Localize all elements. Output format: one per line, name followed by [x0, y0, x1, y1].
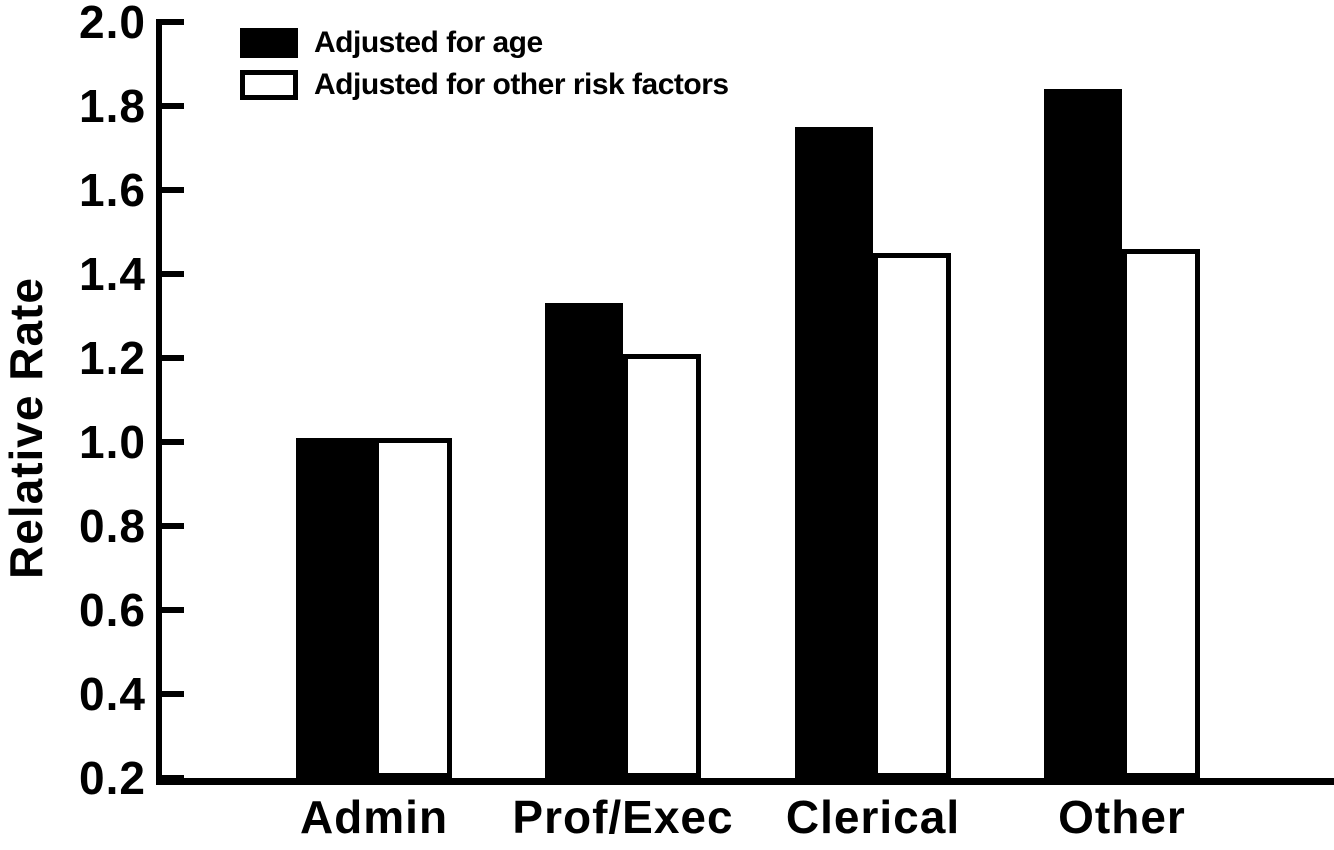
bar-prof-exec-adjusted-for-age	[545, 303, 623, 778]
y-tick	[156, 439, 184, 445]
bar-admin-adjusted-for-other-risk-factors	[374, 438, 452, 778]
y-tick-label: 1.2	[79, 332, 146, 384]
y-tick	[156, 691, 184, 697]
y-tick	[156, 523, 184, 529]
legend-label-adjusted-for-other-risk-factors: Adjusted for other risk factors	[314, 68, 729, 101]
y-tick-label: 1.6	[79, 164, 146, 216]
y-axis-line	[156, 19, 162, 785]
y-tick-label: 1.4	[79, 248, 146, 300]
y-tick-label: 0.6	[79, 584, 146, 636]
legend-swatch-outlined-icon	[240, 70, 298, 100]
y-tick-label: 1.0	[79, 416, 146, 468]
x-axis-label-prof-exec: Prof/Exec	[512, 791, 734, 843]
bar-clerical-adjusted-for-age	[795, 127, 873, 778]
bar-other-adjusted-for-other-risk-factors	[1122, 249, 1200, 778]
y-tick-label: 0.4	[79, 668, 146, 720]
x-axis-label-admin: Admin	[299, 791, 449, 843]
bar-clerical-adjusted-for-other-risk-factors	[873, 253, 951, 778]
legend: Adjusted for age Adjusted for other risk…	[240, 26, 729, 110]
x-axis-line	[156, 778, 1334, 785]
y-tick-label: 0.8	[79, 500, 146, 552]
y-tick-label: 1.8	[79, 80, 146, 132]
y-tick	[156, 19, 184, 25]
legend-swatch-filled-icon	[240, 28, 298, 58]
bar-prof-exec-adjusted-for-other-risk-factors	[623, 354, 701, 778]
y-tick-label: 0.2	[79, 752, 146, 804]
legend-item-adjusted-for-other-risk-factors: Adjusted for other risk factors	[240, 68, 729, 102]
bar-admin-adjusted-for-age	[296, 438, 374, 778]
y-tick	[156, 187, 184, 193]
legend-item-adjusted-for-age: Adjusted for age	[240, 26, 729, 60]
y-tick	[156, 103, 184, 109]
y-tick	[156, 775, 184, 781]
y-tick	[156, 271, 184, 277]
x-axis-label-other: Other	[1058, 791, 1186, 843]
x-axis-label-clerical: Clerical	[785, 791, 961, 843]
y-tick-label: 2.0	[79, 0, 146, 48]
y-tick	[156, 607, 184, 613]
y-tick	[156, 355, 184, 361]
legend-label-adjusted-for-age: Adjusted for age	[314, 26, 543, 59]
bar-other-adjusted-for-age	[1044, 89, 1122, 778]
